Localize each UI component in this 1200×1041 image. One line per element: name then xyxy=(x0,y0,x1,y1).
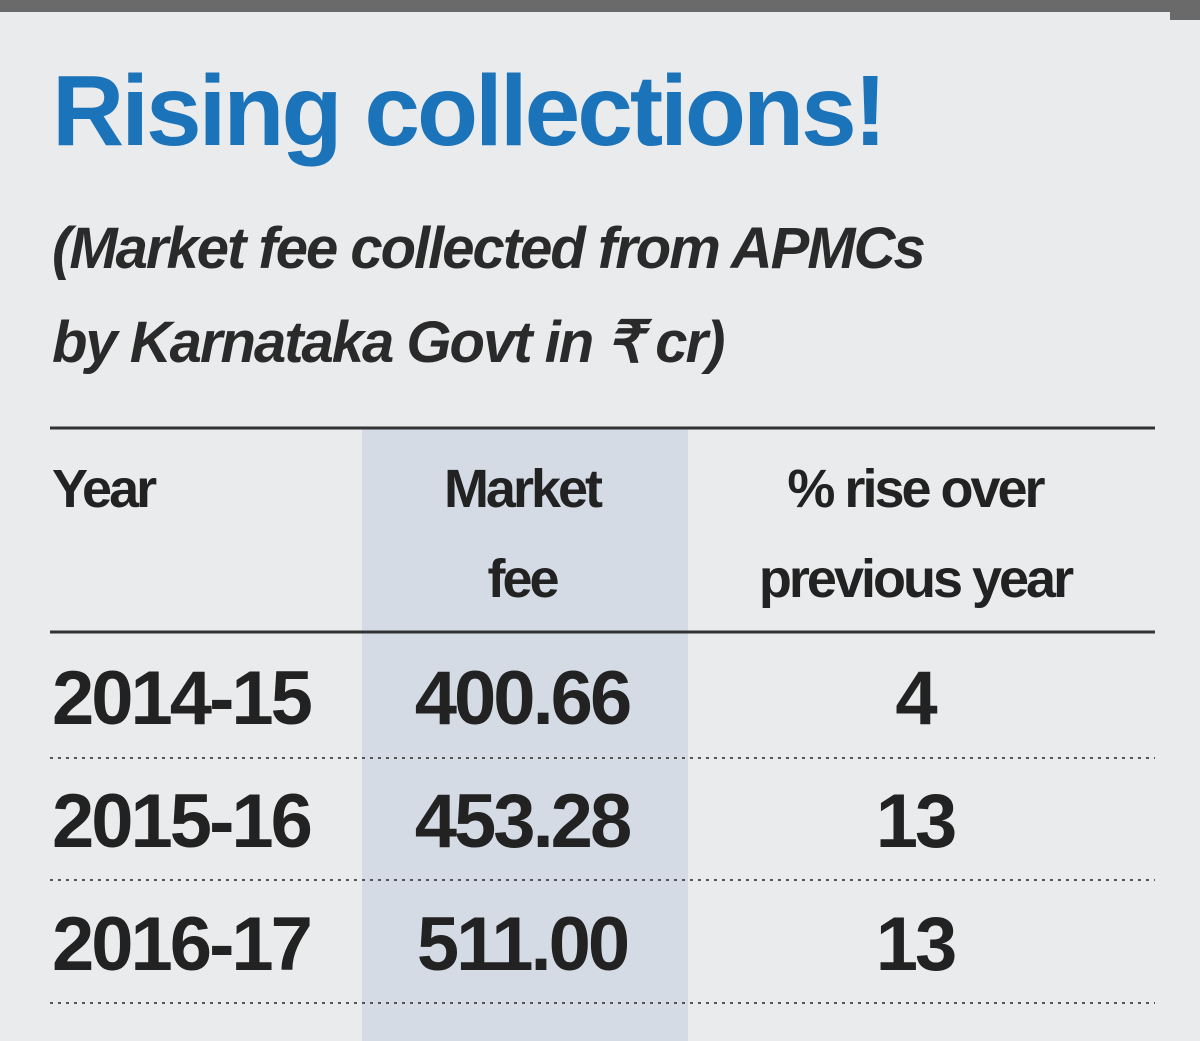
subtitle: (Market fee collected from APMCs xyxy=(52,216,925,281)
column-header: % rise over xyxy=(787,459,1045,519)
table-cell: 2015-16 xyxy=(52,779,311,864)
top-bar xyxy=(0,0,1200,20)
table-cell: 453.28 xyxy=(415,779,630,864)
table-cell: 400.66 xyxy=(415,656,630,741)
highlight-column xyxy=(362,428,688,1041)
table-cell: 13 xyxy=(876,779,955,864)
table-cell: 4 xyxy=(895,656,937,741)
table-cell: 511.00 xyxy=(417,902,628,987)
table-cell: 13 xyxy=(876,902,955,987)
title: Rising collections! xyxy=(52,55,884,167)
column-header: Market xyxy=(444,459,603,519)
column-header: previous year xyxy=(759,549,1074,609)
table-cell: 2014-15 xyxy=(52,656,312,741)
subtitle: by Karnataka Govt in ₹ cr) xyxy=(52,310,724,375)
column-header: fee xyxy=(487,549,558,609)
table-cell: 2016-17 xyxy=(52,902,310,987)
column-header: Year xyxy=(52,459,157,519)
